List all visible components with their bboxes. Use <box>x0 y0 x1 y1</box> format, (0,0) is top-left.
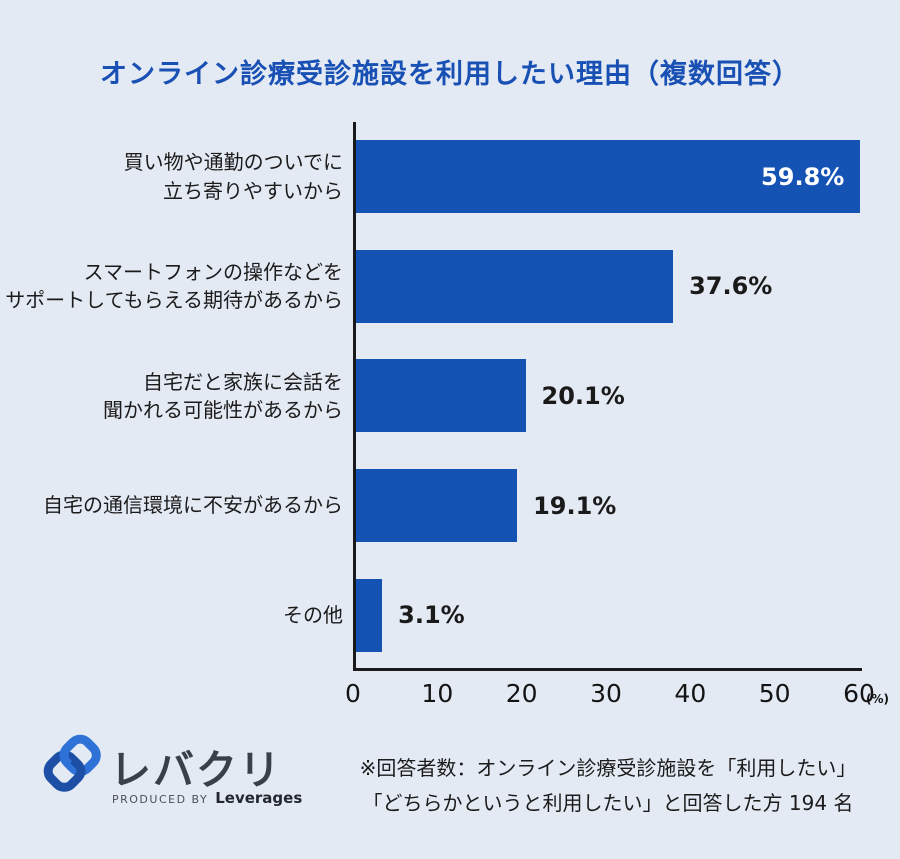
produced-by-line: PRODUCED BY Leverages <box>112 789 302 807</box>
x-axis-unit-label: (%) <box>866 692 889 706</box>
category-label: 自宅の通信環境に不安があるから <box>43 493 343 518</box>
bar-chart: 買い物や通勤のついでに 立ち寄りやすいから 59.8% スマートフォンの操作などを サポ… <box>0 122 900 670</box>
x-tick-label: 60 <box>843 679 875 708</box>
y-axis-line <box>353 122 356 671</box>
bar <box>356 249 674 323</box>
levacli-chain-link-icon <box>43 734 101 792</box>
bar-value: 20.1% <box>541 381 625 410</box>
bar-value: 37.6% <box>689 272 773 301</box>
chart-title: オンライン診療受診施設を利用したい理由（複数回答） <box>100 59 800 90</box>
respondents-footnote: ※回答者数：オンライン診療受診施設を「利用したい」 「どちらかというと利用したい… <box>330 751 886 821</box>
category-label: 自宅だと家族に会話を 聞かれる可能性があるから <box>103 369 343 422</box>
bar-row: 買い物や通勤のついでに 立ち寄りやすいから 59.8% <box>0 122 900 232</box>
footnote-line-2: 「どちらかというと利用したい」と回答した方 194 名 <box>362 791 854 815</box>
bar <box>356 359 526 433</box>
bar <box>356 469 518 543</box>
category-label: 買い物や通勤のついでに 立ち寄りやすいから <box>123 150 343 203</box>
category-label: その他 <box>283 602 343 627</box>
x-axis-ticks: 0 10 20 30 40 50 60 <box>0 679 900 713</box>
bar: 59.8% <box>356 140 861 214</box>
company-name: Leverages <box>215 789 303 807</box>
bar-value: 19.1% <box>533 491 617 520</box>
bar-row: 自宅だと家族に会話を 聞かれる可能性があるから 20.1% <box>0 341 900 451</box>
brand-name: レバクリ <box>110 746 282 794</box>
produced-by-label: PRODUCED BY <box>112 793 209 806</box>
x-tick-label: 30 <box>590 679 622 708</box>
x-tick-label: 20 <box>505 679 538 708</box>
category-label: スマートフォンの操作などを サポートしてもらえる期待があるから <box>5 260 343 313</box>
bar-value: 3.1% <box>398 601 465 630</box>
bar-value: 59.8% <box>761 162 845 191</box>
x-tick-label: 50 <box>758 679 791 708</box>
bar-row: その他 3.1% <box>0 560 900 670</box>
footnote-line-1: ※回答者数：オンライン診療受診施設を「利用したい」 <box>359 756 857 780</box>
x-axis-line <box>353 668 862 671</box>
bar-row: スマートフォンの操作などを サポートしてもらえる期待があるから 37.6% <box>0 232 900 342</box>
x-tick-label: 40 <box>674 679 707 708</box>
x-tick-label: 0 <box>345 679 361 708</box>
bar <box>356 578 383 652</box>
bar-row: 自宅の通信環境に不安があるから 19.1% <box>0 451 900 561</box>
x-tick-label: 10 <box>421 679 454 708</box>
